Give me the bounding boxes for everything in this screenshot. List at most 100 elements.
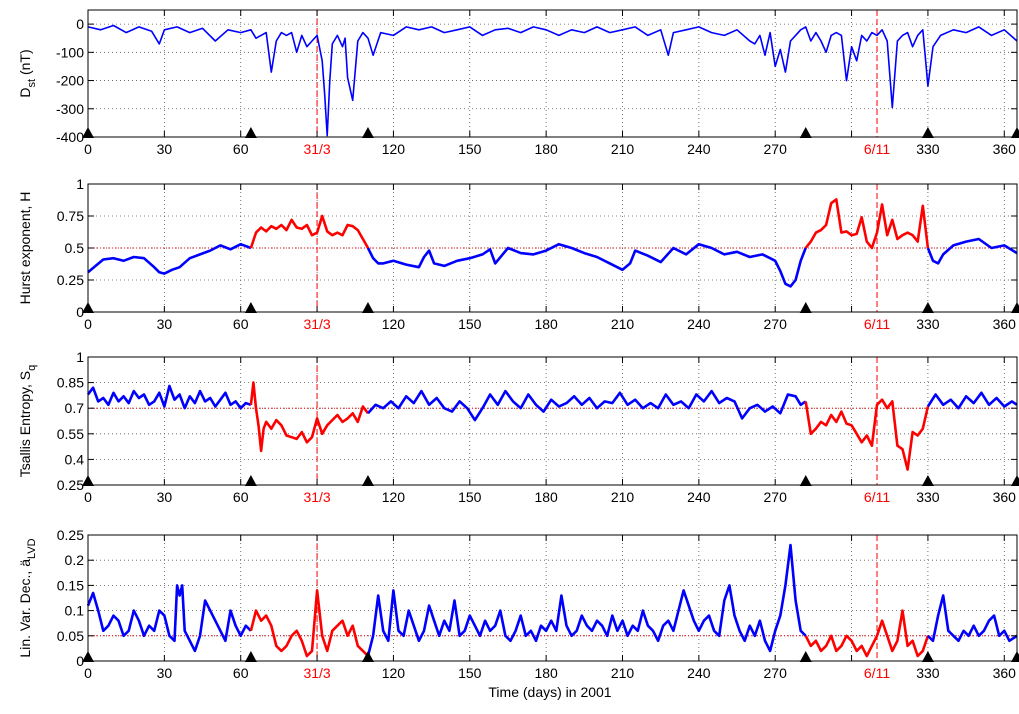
y-tick-label: -300 [56,101,84,117]
marker-triangle [921,302,934,313]
x-tick-label: 240 [687,141,711,157]
x-tick-label: 30 [157,316,173,332]
x-tick-label: 270 [764,489,788,505]
marker-triangle [244,127,257,138]
marker-triangle [1011,475,1019,486]
y-axis-label-subscript: q [26,365,38,371]
x-tick-label: 150 [458,141,482,157]
x-tick-label: 330 [916,489,940,505]
marker-triangle [799,475,812,486]
x-tick-label: 180 [534,141,558,157]
marker-triangle [799,127,812,138]
x-tick-label: 0 [84,141,92,157]
x-tick-label: 240 [687,316,711,332]
marker-triangle [82,475,94,486]
x-tick-label: 0 [84,665,92,681]
x-tick-label: 31/3 [303,665,330,681]
series-line [249,381,370,453]
marker-triangle [921,127,934,138]
x-tick-label: 240 [687,665,711,681]
marker-triangle [921,475,934,486]
x-tick-label: 360 [993,141,1017,157]
x-tick-label: 330 [916,665,940,681]
y-axis-label-main: Hurst exponent, H [17,192,33,305]
x-tick-label: 270 [764,316,788,332]
marker-triangle [361,475,374,486]
marker-triangle [921,651,934,662]
series-line [926,594,1018,643]
marker-triangle [244,475,257,486]
y-axis-label-subscript: st [26,79,38,88]
x-tick-label: 30 [157,489,173,505]
y-axis-label-subscript: LVD [26,538,38,559]
y-tick-label: 0.7 [65,400,85,416]
x-tick-label: 6/11 [864,489,890,505]
marker-triangle [799,302,812,313]
series-line [87,24,1018,137]
y-tick-label: 1 [76,176,84,192]
x-tick-label: 270 [764,141,788,157]
x-tick-label: 6/11 [864,141,890,157]
x-tick-label: 180 [534,665,558,681]
y-tick-label: 0 [76,653,84,669]
y-axis-label: Hurst exponent, H [17,192,33,305]
series-line [804,609,930,658]
x-tick-label: 330 [916,316,940,332]
marker-triangle [244,651,257,662]
y-axis-label-main: Tsallis Entropy, S [17,371,33,477]
x-tick-label: 120 [382,316,406,332]
plot-area [88,535,1017,661]
series-line [926,237,1018,265]
x-tick-label: 30 [157,141,173,157]
x-tick-label: 30 [157,665,173,681]
marker-triangle [361,302,374,313]
y-tick-label: 0.75 [57,208,84,224]
y-axis-label: Lin. Var. Dec., äLVD [17,538,38,657]
y-tick-label: 0 [76,16,84,32]
marker-triangle [82,302,94,313]
series-line [804,398,930,471]
y-tick-label: 0.25 [57,272,84,288]
y-tick-label: -400 [56,129,84,145]
marker-triangle [82,651,94,662]
series-line [86,384,252,410]
y-tick-label: 0.25 [57,527,84,543]
x-tick-label: 0 [84,316,92,332]
y-axis-label-main: D [17,88,33,98]
y-axis-label-unit: (nT) [17,49,33,79]
axes-frame [87,9,1018,138]
x-tick-label: 120 [382,141,406,157]
series-line [249,589,369,658]
x-tick-label: 210 [611,489,635,505]
series-line [86,584,252,653]
marker-triangle [799,651,812,662]
series-line [87,242,252,275]
marker-triangle [1011,127,1019,138]
marker-triangle [361,127,374,138]
series-line [366,543,807,657]
x-tick-label: 150 [458,316,482,332]
plot-area [88,10,1017,137]
y-tick-label: 0.05 [57,628,84,644]
marker-triangle [244,302,257,313]
series-line [367,389,807,422]
x-tick-label: 31/3 [303,316,330,332]
x-tick-label: 150 [458,489,482,505]
x-tick-label: 360 [993,316,1017,332]
x-tick-label: 330 [916,141,940,157]
x-tick-label: 120 [382,489,406,505]
y-tick-label: 0.4 [65,451,85,467]
x-tick-label: 360 [993,665,1017,681]
x-tick-label: 60 [233,665,249,681]
marker-triangle [1011,651,1019,662]
x-tick-label: 180 [534,316,558,332]
y-tick-label: 0.15 [57,577,84,593]
y-tick-label: 0.85 [57,375,84,391]
y-tick-label: -100 [56,44,84,60]
x-tick-label: 60 [233,316,249,332]
series-line [926,391,1018,410]
x-tick-label: 150 [458,665,482,681]
x-tick-label: 31/3 [303,489,330,505]
x-tick-label: 180 [534,489,558,505]
